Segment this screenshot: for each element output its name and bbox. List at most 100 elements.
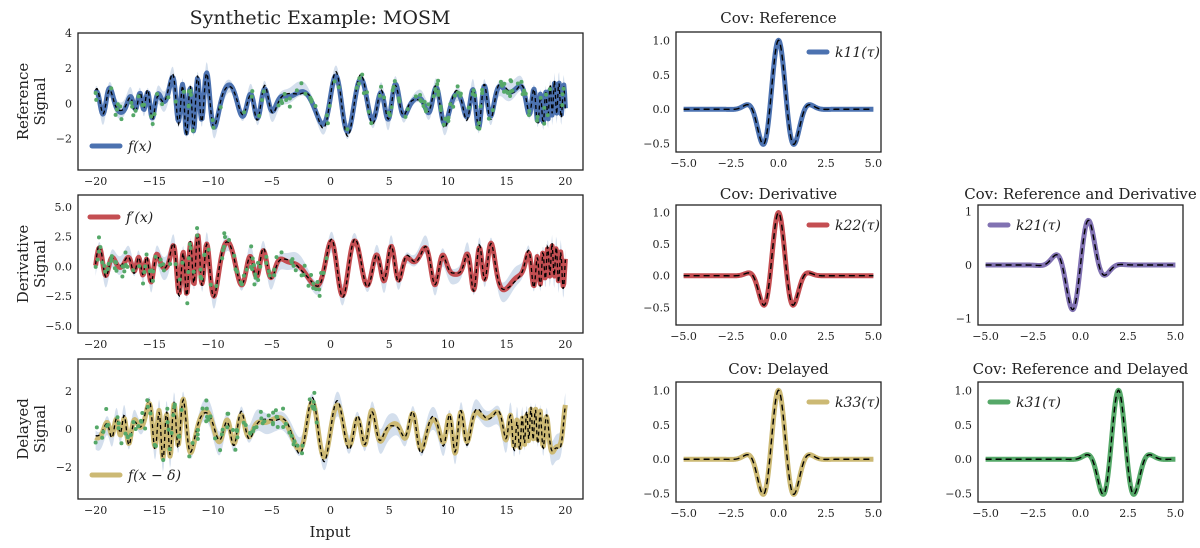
observation-point bbox=[299, 81, 304, 86]
observation-point bbox=[148, 411, 153, 416]
observation-point bbox=[112, 266, 117, 271]
kernel-truth-line bbox=[683, 389, 874, 496]
legend-label: k22(τ) bbox=[835, 218, 880, 234]
observation-point bbox=[97, 249, 102, 254]
observation-point bbox=[336, 85, 341, 90]
observation-point bbox=[302, 263, 307, 268]
legend: f′(x) bbox=[87, 210, 153, 226]
observation-point bbox=[299, 273, 304, 278]
observation-point bbox=[312, 390, 317, 395]
observation-point bbox=[391, 85, 396, 90]
axes-frame bbox=[977, 204, 1184, 326]
observation-point bbox=[405, 107, 410, 112]
observation-point bbox=[222, 231, 227, 236]
observation-point bbox=[200, 406, 205, 411]
observation-point bbox=[94, 425, 99, 430]
observation-point bbox=[141, 281, 146, 286]
observation-point bbox=[274, 414, 279, 419]
y-tick-label: 0.0 bbox=[55, 260, 73, 273]
x-tick-label: −15 bbox=[143, 504, 166, 517]
observation-point bbox=[256, 278, 261, 283]
observation-point bbox=[93, 91, 98, 96]
figure-title: Synthetic Example: MOSM bbox=[190, 7, 451, 29]
axes-frame bbox=[77, 194, 584, 334]
x-tick-label: 0.0 bbox=[770, 507, 788, 520]
observation-point bbox=[168, 262, 173, 267]
plot-area bbox=[983, 387, 1178, 497]
axes-frame bbox=[77, 32, 584, 171]
observation-point bbox=[433, 87, 438, 92]
observation-point bbox=[319, 271, 324, 276]
x-tick-label: −5.0 bbox=[670, 330, 697, 343]
observation-point bbox=[129, 100, 134, 105]
observation-point bbox=[272, 267, 277, 272]
observation-point bbox=[418, 93, 423, 98]
axes-frame bbox=[675, 31, 882, 153]
observation-point bbox=[158, 257, 163, 262]
observation-point bbox=[306, 283, 311, 288]
observation-point bbox=[364, 90, 369, 95]
observation-point bbox=[421, 104, 426, 109]
observation-point bbox=[208, 414, 213, 419]
y-tick-label: 2 bbox=[65, 385, 72, 398]
y-tick-label: 0.5 bbox=[653, 69, 671, 82]
legend-label: f(x) bbox=[127, 139, 152, 155]
observation-point bbox=[136, 424, 141, 429]
x-tick-label: 0.0 bbox=[770, 157, 788, 170]
x-tick-label: 20 bbox=[558, 338, 572, 351]
panel-title: Cov: Reference and Delayed bbox=[973, 360, 1189, 378]
observation-point bbox=[545, 113, 550, 118]
observation-point bbox=[195, 233, 200, 238]
legend: k33(τ) bbox=[806, 395, 880, 411]
observation-point bbox=[561, 86, 566, 91]
observation-point bbox=[527, 109, 532, 114]
observation-point bbox=[257, 113, 262, 118]
y-axis-label-line: Reference bbox=[14, 63, 32, 141]
legend: k31(τ) bbox=[987, 395, 1061, 411]
observation-point bbox=[283, 421, 288, 426]
observation-point bbox=[242, 110, 247, 115]
plot-area bbox=[93, 226, 568, 309]
observation-point bbox=[500, 83, 505, 88]
panels: −20 −15 −10 −5 0 5 10 15 20−2024ReferenceSignalf… bbox=[14, 9, 1197, 520]
observation-point bbox=[226, 237, 231, 242]
observation-point bbox=[191, 269, 196, 274]
observation-point bbox=[152, 112, 157, 117]
observation-point bbox=[233, 447, 238, 452]
observation-point bbox=[313, 104, 318, 109]
observation-point bbox=[145, 404, 150, 409]
y-tick-label: −5.0 bbox=[45, 320, 72, 333]
plot-area bbox=[93, 390, 568, 473]
observation-point bbox=[475, 125, 480, 130]
observation-point bbox=[128, 432, 133, 437]
observation-point bbox=[249, 244, 254, 249]
observation-point bbox=[520, 92, 525, 97]
axes-frame bbox=[675, 381, 882, 503]
panel-title: Cov: Derivative bbox=[720, 185, 837, 203]
x-tick-label: 10 bbox=[441, 504, 455, 517]
observation-point bbox=[218, 105, 223, 110]
observation-point bbox=[150, 122, 155, 127]
observation-point bbox=[160, 102, 165, 107]
observation-point bbox=[102, 263, 107, 268]
observation-point bbox=[123, 250, 128, 255]
observation-points bbox=[93, 72, 566, 133]
observation-point bbox=[413, 94, 418, 99]
observation-point bbox=[452, 93, 457, 98]
panel-cov-derivative: −5.0 −2.5 0.0 2.5 5.0 −0.5 0.0 0.5 1.0 Cov: Deriv… bbox=[643, 185, 882, 343]
y-tick-label: 4 bbox=[65, 27, 72, 40]
observation-point bbox=[271, 410, 276, 415]
observation-point bbox=[188, 88, 193, 93]
x-tick-label: 2.5 bbox=[817, 157, 835, 170]
observation-point bbox=[303, 91, 308, 96]
observation-point bbox=[279, 250, 284, 255]
observation-point bbox=[435, 82, 440, 87]
kernel-truth-line bbox=[683, 39, 874, 146]
observation-point bbox=[366, 109, 371, 114]
observation-point bbox=[448, 102, 453, 107]
observation-point bbox=[142, 102, 147, 107]
observation-point bbox=[161, 458, 166, 463]
y-tick-label: 1.0 bbox=[653, 34, 671, 47]
y-tick-label: 1.0 bbox=[653, 207, 671, 220]
